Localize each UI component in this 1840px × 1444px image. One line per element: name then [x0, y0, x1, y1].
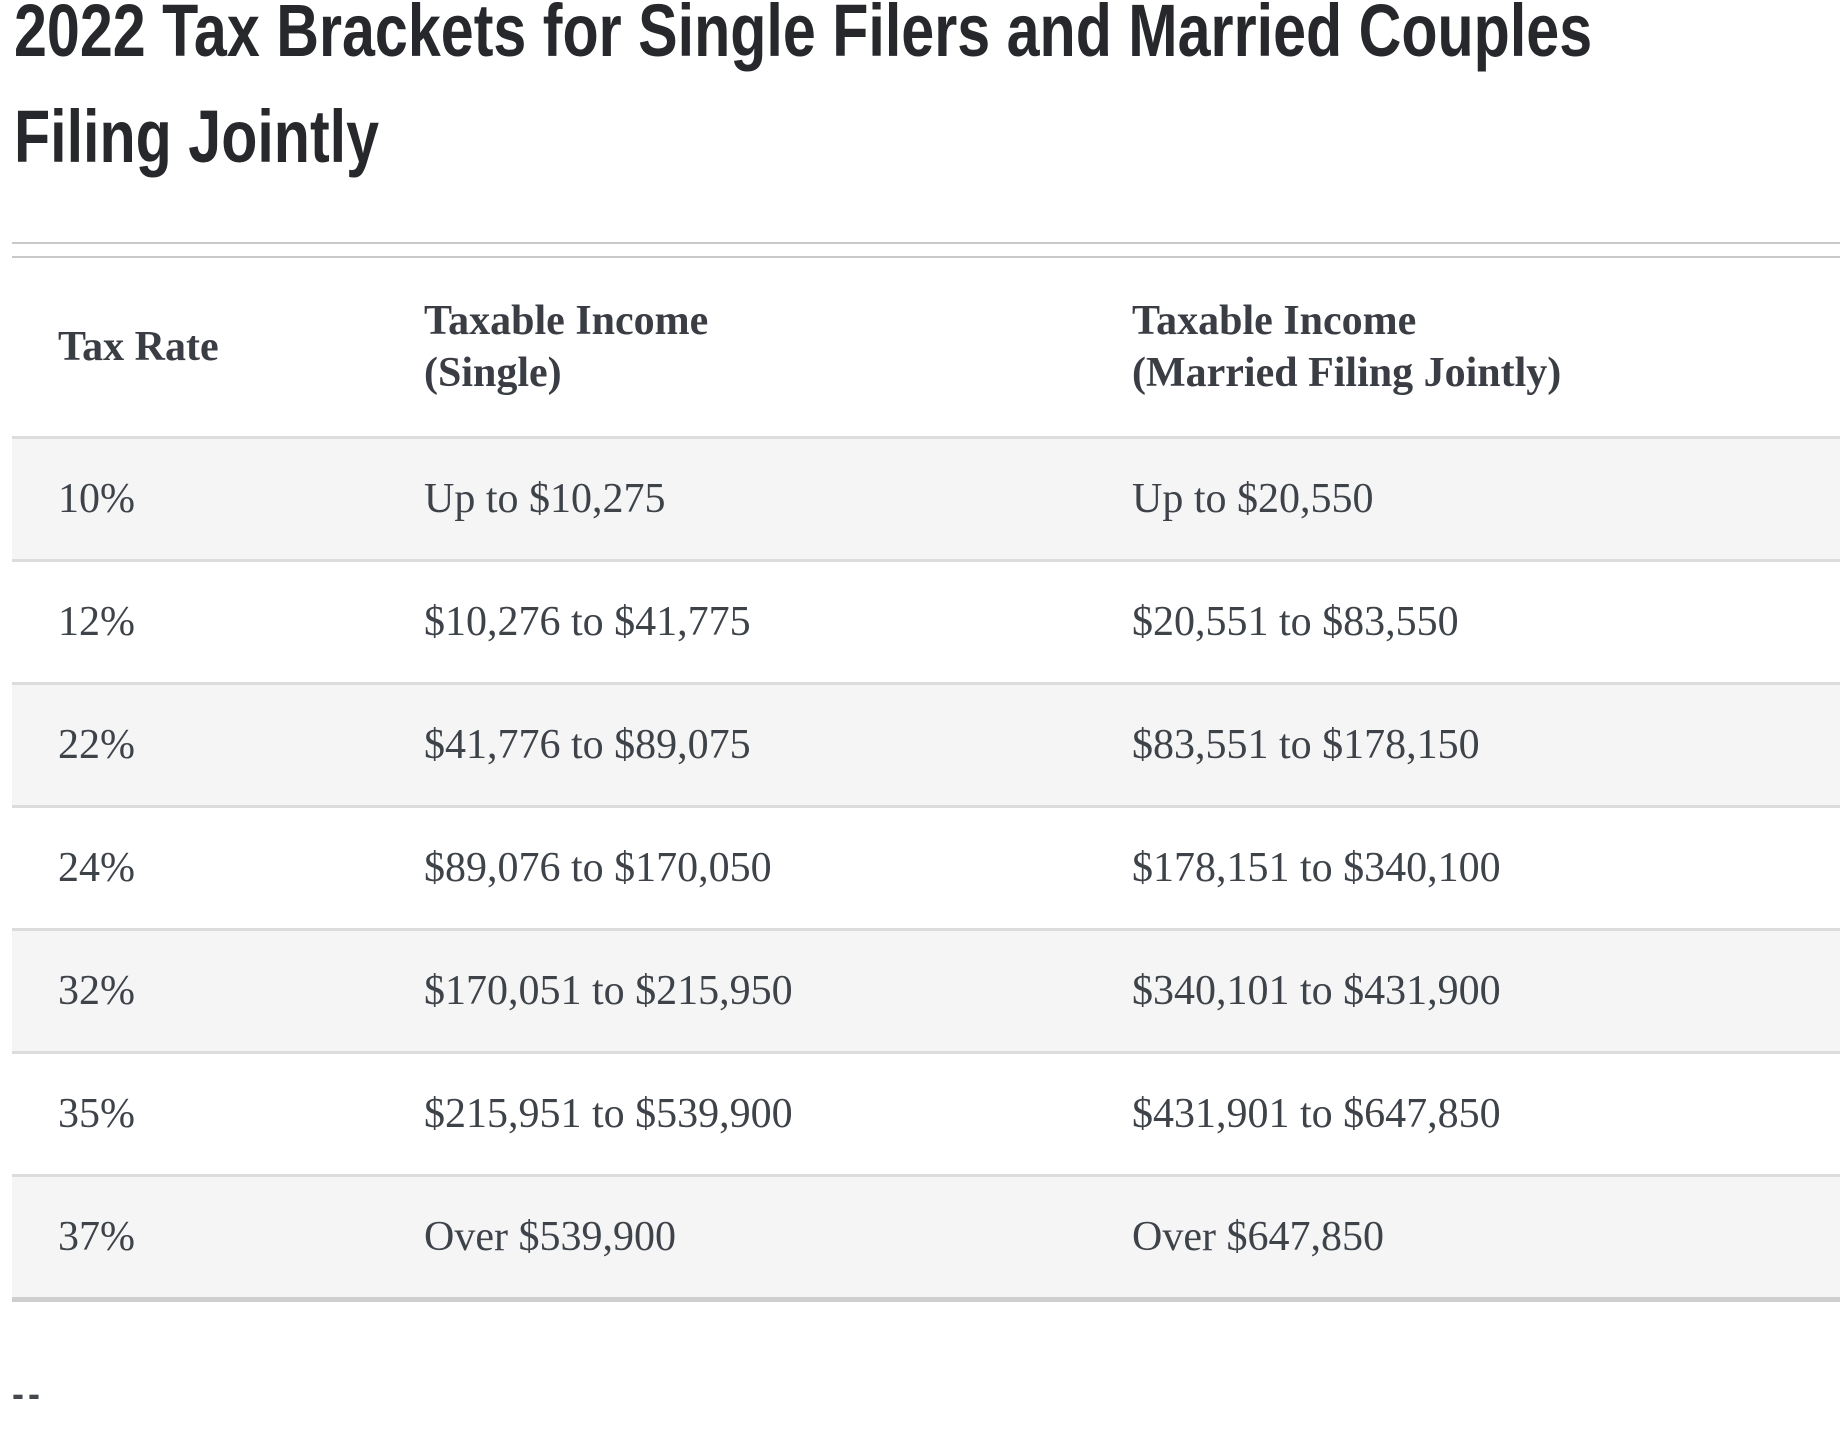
header-married-line-1: Taxable Income [1132, 298, 1417, 344]
cell-married: $20,551 to $83,550 [1132, 599, 1459, 645]
cell-rate: 24% [58, 845, 135, 891]
table-row: 24% $89,076 to $170,050 $178,151 to $340… [12, 805, 1840, 928]
title-divider [12, 242, 1840, 244]
table-body: 10% Up to $10,275 Up to $20,550 12% $10,… [12, 436, 1840, 1297]
cell-rate: 22% [58, 722, 135, 768]
footer-dashes: -- [12, 1373, 44, 1414]
cell-rate: 12% [58, 599, 135, 645]
article-content: 2022 Tax Brackets for Single Filers and … [12, 0, 1840, 1414]
tax-brackets-table: Tax Rate Taxable Income (Single) Taxable… [12, 256, 1840, 1302]
page-title-line-2: Filing Jointly [14, 95, 380, 178]
cell-married: $340,101 to $431,900 [1132, 968, 1501, 1014]
header-tax-rate-label: Tax Rate [58, 324, 219, 370]
table-row: 10% Up to $10,275 Up to $20,550 [12, 436, 1840, 559]
cell-single: $41,776 to $89,075 [424, 722, 751, 768]
cell-single: $215,951 to $539,900 [424, 1091, 793, 1137]
table-row: 37% Over $539,900 Over $647,850 [12, 1174, 1840, 1297]
header-single-line-1: Taxable Income [424, 298, 709, 344]
header-cell-single: Taxable Income (Single) [424, 295, 1132, 399]
cell-married: Up to $20,550 [1132, 476, 1374, 522]
cell-single: $10,276 to $41,775 [424, 599, 751, 645]
cell-single: $170,051 to $215,950 [424, 968, 793, 1014]
header-single-line-2: (Single) [424, 350, 562, 396]
header-cell-married: Taxable Income (Married Filing Jointly) [1132, 295, 1840, 399]
page-title-line-1: 2022 Tax Brackets for Single Filers and … [14, 0, 1593, 72]
cell-married: $83,551 to $178,150 [1132, 722, 1480, 768]
table-header-row: Tax Rate Taxable Income (Single) Taxable… [12, 258, 1840, 436]
cell-single: Over $539,900 [424, 1214, 676, 1260]
cell-rate: 35% [58, 1091, 135, 1137]
table-row: 12% $10,276 to $41,775 $20,551 to $83,55… [12, 559, 1840, 682]
cell-rate: 32% [58, 968, 135, 1014]
page-title: 2022 Tax Brackets for Single Filers and … [14, 0, 1593, 190]
table-row: 22% $41,776 to $89,075 $83,551 to $178,1… [12, 682, 1840, 805]
header-cell-tax-rate: Tax Rate [58, 321, 424, 373]
cell-married: $178,151 to $340,100 [1132, 845, 1501, 891]
table-row: 32% $170,051 to $215,950 $340,101 to $43… [12, 928, 1840, 1051]
table-row: 35% $215,951 to $539,900 $431,901 to $64… [12, 1051, 1840, 1174]
cell-married: $431,901 to $647,850 [1132, 1091, 1501, 1137]
cell-single: Up to $10,275 [424, 476, 666, 522]
cell-rate: 37% [58, 1214, 135, 1260]
header-married-line-2: (Married Filing Jointly) [1132, 350, 1562, 396]
cell-single: $89,076 to $170,050 [424, 845, 772, 891]
cell-rate: 10% [58, 476, 135, 522]
cell-married: Over $647,850 [1132, 1214, 1384, 1260]
